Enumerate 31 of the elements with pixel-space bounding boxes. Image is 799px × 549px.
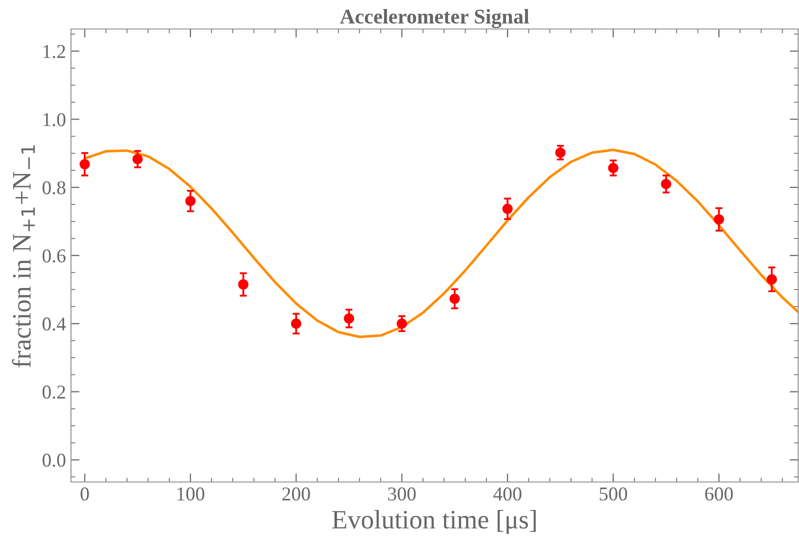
x-tick-label: 500	[600, 487, 628, 501]
y-axis-title: fraction in N$_{+1}$+N$_{−1}$	[12, 145, 35, 368]
y-tick-label: 0.6	[42, 249, 66, 263]
x-axis-title: Evolution time [μs]	[332, 510, 536, 534]
point	[714, 214, 724, 225]
point	[238, 279, 248, 290]
point	[502, 204, 513, 214]
point	[132, 154, 143, 164]
x-tick-label: 200	[282, 487, 310, 501]
x-tick-label: 600	[705, 487, 733, 501]
point	[660, 178, 672, 190]
point	[450, 294, 460, 304]
x-tick-label: 400	[493, 487, 522, 501]
point	[766, 274, 777, 284]
y-tick-label: 1.0	[44, 113, 66, 126]
chart-title: Accelerometer Signal	[340, 8, 530, 28]
point	[185, 196, 196, 206]
point	[555, 147, 566, 158]
y-tick-label: 1.2	[44, 45, 66, 58]
x-tick-label: 300	[388, 487, 416, 501]
y-tick-label: 0.8	[42, 181, 66, 194]
point	[344, 313, 354, 324]
x-tick-label: 100	[178, 487, 204, 501]
y-tick-label: 0.0	[42, 454, 66, 467]
point	[396, 318, 407, 329]
point	[80, 159, 90, 170]
x-tick-label: 0	[80, 487, 89, 501]
point	[608, 162, 618, 174]
y-tick-label: 0.4	[42, 317, 66, 331]
y-tick-label: 0.2	[42, 386, 66, 399]
point	[290, 318, 302, 329]
